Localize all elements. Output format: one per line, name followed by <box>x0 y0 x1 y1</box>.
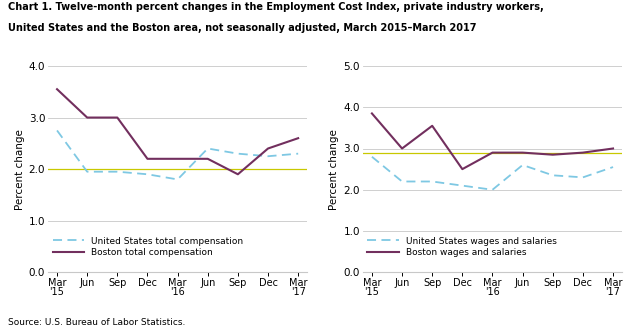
United States wages and salaries <box>428 180 436 183</box>
Boston total compensation <box>143 157 151 161</box>
United States wages and salaries <box>549 173 557 177</box>
United States total compensation <box>53 128 61 132</box>
United States total compensation <box>204 147 212 150</box>
Text: United States and the Boston area, not seasonally adjusted, March 2015–March 201: United States and the Boston area, not s… <box>8 23 476 33</box>
Boston total compensation <box>204 157 212 161</box>
Boston wages and salaries <box>458 167 466 171</box>
Boston total compensation <box>83 115 91 119</box>
Boston wages and salaries <box>549 153 557 157</box>
United States total compensation <box>83 170 91 174</box>
Legend: United States total compensation, Boston total compensation: United States total compensation, Boston… <box>52 237 243 257</box>
Line: United States wages and salaries: United States wages and salaries <box>372 157 613 190</box>
Legend: United States wages and salaries, Boston wages and salaries: United States wages and salaries, Boston… <box>367 237 557 257</box>
Boston wages and salaries <box>609 147 617 150</box>
Boston wages and salaries <box>398 147 406 150</box>
Line: United States total compensation: United States total compensation <box>57 130 298 180</box>
Boston total compensation <box>234 172 242 176</box>
United States wages and salaries <box>609 165 617 169</box>
United States total compensation <box>143 172 151 176</box>
United States wages and salaries <box>458 183 466 187</box>
Boston total compensation <box>174 157 182 161</box>
Boston wages and salaries <box>488 150 496 154</box>
Text: Source: U.S. Bureau of Labor Statistics.: Source: U.S. Bureau of Labor Statistics. <box>8 318 185 327</box>
United States wages and salaries <box>398 180 406 183</box>
Boston total compensation <box>294 136 302 140</box>
Text: Chart 1. Twelve-month percent changes in the Employment Cost Index, private indu: Chart 1. Twelve-month percent changes in… <box>8 2 543 12</box>
United States wages and salaries <box>519 163 527 167</box>
Y-axis label: Percent change: Percent change <box>15 129 24 210</box>
Y-axis label: Percent change: Percent change <box>330 129 339 210</box>
Line: Boston total compensation: Boston total compensation <box>57 89 298 174</box>
Boston total compensation <box>53 87 61 91</box>
United States total compensation <box>294 152 302 156</box>
United States total compensation <box>264 154 272 158</box>
Boston wages and salaries <box>519 150 527 154</box>
Boston wages and salaries <box>428 124 436 128</box>
Boston wages and salaries <box>368 112 376 115</box>
Line: Boston wages and salaries: Boston wages and salaries <box>372 114 613 169</box>
United States total compensation <box>174 178 182 182</box>
United States wages and salaries <box>488 188 496 192</box>
Boston wages and salaries <box>579 150 587 154</box>
United States total compensation <box>113 170 121 174</box>
United States total compensation <box>234 152 242 156</box>
United States wages and salaries <box>368 155 376 159</box>
Boston total compensation <box>113 115 121 119</box>
United States wages and salaries <box>579 176 587 180</box>
Boston total compensation <box>264 147 272 150</box>
